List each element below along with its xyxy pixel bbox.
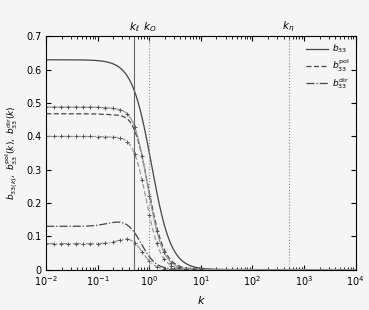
Text: $k_\eta$: $k_\eta$ — [282, 20, 295, 34]
X-axis label: $k$: $k$ — [197, 294, 205, 306]
Legend: $b_{33}$, $b^{\mathrm{pol}}_{33}$, $b^{\mathrm{dir}}_{33}$: $b_{33}$, $b^{\mathrm{pol}}_{33}$, $b^{\… — [304, 41, 351, 93]
Text: $k_\ell$: $k_\ell$ — [129, 20, 139, 34]
Y-axis label: $b_{33(k)},\ b^{\mathrm{pol}}_{33}(k),\ b^{\mathrm{dir}}_{33}(k)$: $b_{33(k)},\ b^{\mathrm{pol}}_{33}(k),\ … — [4, 106, 21, 200]
Text: $k_O$: $k_O$ — [143, 20, 156, 34]
